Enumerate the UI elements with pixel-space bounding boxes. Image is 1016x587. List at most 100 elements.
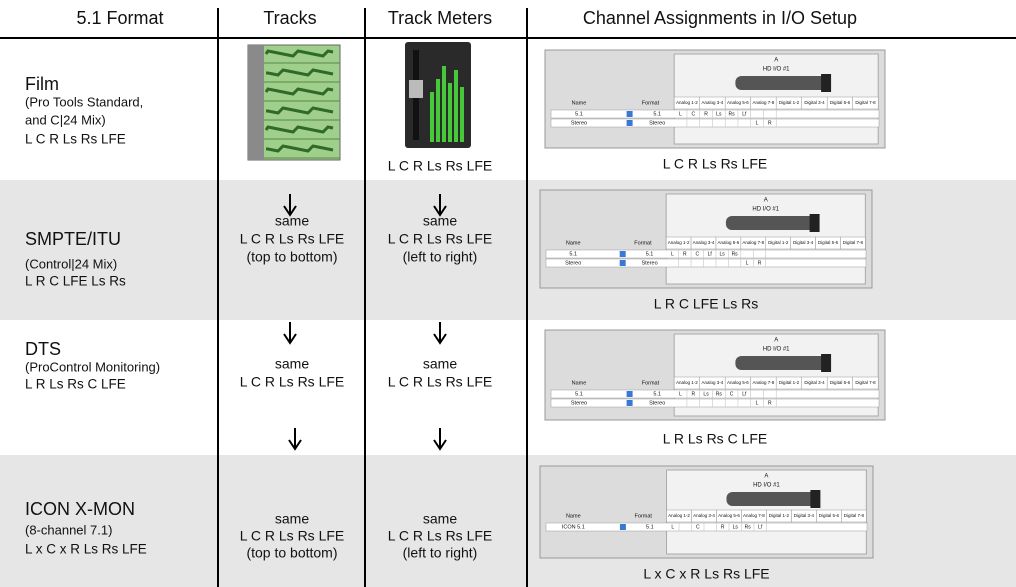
tracks-note: (top to bottom) [246,545,337,561]
io-icon-end [821,74,832,92]
track-strip [248,45,264,160]
io-column: Analog 7-8 [753,380,775,385]
io-column-cell [841,509,867,523]
io-column: Digital 7-8 [855,100,876,105]
io-path-format: Stereo [649,400,665,406]
io-channel: R [704,111,708,117]
io-channel: Rs [745,524,752,530]
tracks-note: L C R Ls Rs LFE [240,374,345,390]
io-column: Analog 1-2 [668,513,690,518]
io-check [619,524,626,530]
column-header: Tracks [263,8,316,28]
fader-cap [409,80,423,98]
io-channel: Rs [716,391,723,397]
io-path-format: 5.1 [653,111,661,117]
io-channel: Lf [742,391,747,397]
io-column: Digital 7-8 [855,380,876,385]
arrow-head [283,333,297,345]
io-channel: Ls [716,111,722,117]
meters-note: same [423,356,457,372]
io-check [626,111,633,117]
io-channel: Ls [703,391,709,397]
io-device: HD I/O #1 [753,483,780,489]
tracks-note: same [275,213,309,229]
format-note: (Control|24 Mix) [25,256,117,271]
column-header: 5.1 Format [76,8,163,28]
io-column: Digital 5-6 [830,380,851,385]
io-column-cell [852,96,879,110]
io-column: Analog 7-8 [753,100,775,105]
io-column-cell [852,376,879,390]
io-caption: L x C x R Ls Rs LFE [643,566,769,582]
io-channel: Ls [720,251,726,257]
io-name-label: Name [572,380,587,386]
meters-note: (left to right) [403,545,478,561]
io-column: Digital 3-4 [804,100,825,105]
format-name: SMPTE/ITU [25,229,121,249]
format-note: (8-channel 7.1) [25,522,112,537]
waveform [266,106,334,115]
io-channel: L [679,391,682,397]
io-column: Digital 1-2 [769,513,790,518]
io-path-name: ICON 5.1 [562,524,585,530]
io-path-format: Stereo [649,120,665,126]
arrow-head [433,333,447,345]
io-channel: Lf [708,251,713,257]
io-column: Analog 5-6 [727,100,749,105]
waveform [264,87,334,96]
io-bank: A [774,58,778,64]
io-format-label: Format [634,240,652,246]
io-format-label: Format [642,380,660,386]
format-order: L R C LFE Ls Rs [25,274,126,289]
io-channel: R [768,120,772,126]
io-path-row [550,118,880,128]
io-format-label: Format [635,513,653,519]
meter-bar [460,87,464,142]
io-path-format: 5.1 [646,251,654,257]
io-channel: C [692,111,696,117]
io-column: Analog 7-8 [743,513,765,518]
io-column: Digital 1-2 [779,380,800,385]
io-check [626,400,633,406]
io-column: Analog 5-6 [727,380,749,385]
io-column: Digital 3-4 [793,240,814,245]
io-path-row [545,522,868,532]
io-icon-end [809,214,820,232]
io-path-row [545,249,867,259]
format-note: (Pro Tools Standard, [25,94,143,109]
waveform [266,68,334,77]
io-channel: L [756,400,759,406]
io-name-label: Name [566,240,581,246]
io-channel: Ls [733,524,739,530]
io-channel: L [756,120,759,126]
tracks-note: (top to bottom) [246,249,337,265]
arrow-head [433,439,447,451]
meters-note: L C R Ls Rs LFE [388,158,493,174]
io-channel: L [679,111,682,117]
io-icon [726,492,817,506]
io-channel: Rs [729,111,736,117]
io-name-label: Name [566,513,581,519]
io-column: Digital 5-6 [819,513,840,518]
io-column: Analog 5-6 [718,513,740,518]
io-path-row [550,389,880,399]
io-channel: Rs [732,251,739,257]
meters-note: L C R Ls Rs LFE [388,231,493,247]
tracks-note: L C R Ls Rs LFE [240,231,345,247]
io-channel: C [730,391,734,397]
format-name: DTS [25,339,61,359]
io-icon [735,356,828,370]
io-column: Analog 1-2 [676,380,698,385]
io-column-cell [840,236,866,250]
arrow-head [433,205,447,217]
io-column: Digital 7-8 [843,240,864,245]
io-column: Analog 3-4 [702,100,724,105]
tracks-note: same [275,511,309,527]
io-channel: R [683,251,687,257]
waveform [264,49,334,58]
format-name: Film [25,74,59,94]
io-device: HD I/O #1 [763,67,790,73]
io-channel: R [768,400,772,406]
format-order: L x C x R Ls Rs LFE [25,542,147,557]
